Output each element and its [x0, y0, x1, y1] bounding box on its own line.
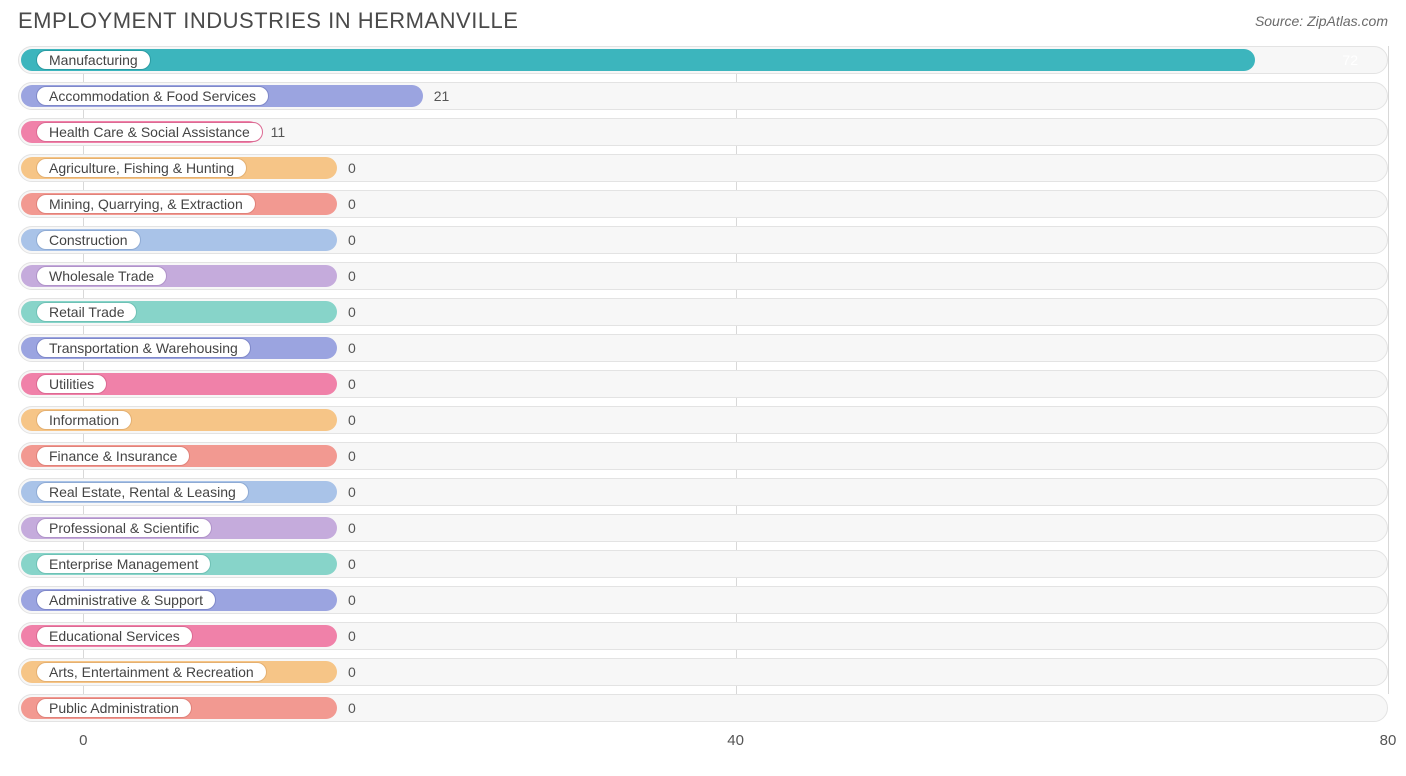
bar-label: Retail Trade — [36, 302, 137, 322]
bar-value: 0 — [348, 340, 356, 356]
bar-label: Health Care & Social Assistance — [36, 122, 263, 142]
bar-value: 0 — [348, 304, 356, 320]
x-axis-tick: 80 — [1380, 732, 1397, 749]
bar-row: Public Administration 0 — [18, 694, 1388, 722]
bar-label: Accommodation & Food Services — [36, 86, 269, 106]
bar-value: 0 — [348, 412, 356, 428]
bar-value: 0 — [348, 376, 356, 392]
bar-row: Information 0 — [18, 406, 1388, 434]
bar-row: Agriculture, Fishing & Hunting 0 — [18, 154, 1388, 182]
bar-row: Administrative & Support 0 — [18, 586, 1388, 614]
bar-row: Retail Trade 0 — [18, 298, 1388, 326]
bar-row: Real Estate, Rental & Leasing 0 — [18, 478, 1388, 506]
chart-area: Manufacturing 72 Accommodation & Food Serv… — [0, 38, 1406, 722]
bar-row: Transportation & Warehousing 0 — [18, 334, 1388, 362]
bar-value: 72 — [1342, 52, 1358, 68]
bar-label: Agriculture, Fishing & Hunting — [36, 158, 247, 178]
bar-label: Manufacturing — [36, 50, 151, 70]
bar-label: Finance & Insurance — [36, 446, 190, 466]
bar-row: Educational Services 0 — [18, 622, 1388, 650]
bar-row: Utilities 0 — [18, 370, 1388, 398]
bar-row: Professional & Scientific 0 — [18, 514, 1388, 542]
bar-value: 0 — [348, 592, 356, 608]
grid-line — [1388, 46, 1389, 694]
bar-label: Transportation & Warehousing — [36, 338, 251, 358]
bar-value: 21 — [434, 88, 450, 104]
chart-title: EMPLOYMENT INDUSTRIES IN HERMANVILLE — [18, 8, 518, 34]
bar-fill — [21, 49, 1255, 71]
chart-header: EMPLOYMENT INDUSTRIES IN HERMANVILLE Sou… — [0, 0, 1406, 38]
x-axis: 04080 — [18, 730, 1388, 754]
bar-label: Arts, Entertainment & Recreation — [36, 662, 267, 682]
bar-value: 0 — [348, 664, 356, 680]
bar-row: Finance & Insurance 0 — [18, 442, 1388, 470]
bar-value: 0 — [348, 196, 356, 212]
bar-label: Real Estate, Rental & Leasing — [36, 482, 249, 502]
x-axis-tick: 0 — [79, 732, 87, 749]
bar-label: Mining, Quarrying, & Extraction — [36, 194, 256, 214]
bar-label: Enterprise Management — [36, 554, 211, 574]
bar-row: Manufacturing 72 — [18, 46, 1388, 74]
bar-value: 0 — [348, 160, 356, 176]
bar-row: Enterprise Management 0 — [18, 550, 1388, 578]
chart-source: Source: ZipAtlas.com — [1255, 13, 1388, 29]
bar-value: 0 — [348, 628, 356, 644]
bar-row: Construction 0 — [18, 226, 1388, 254]
bar-value: 0 — [348, 448, 356, 464]
bar-label: Educational Services — [36, 626, 193, 646]
bar-value: 11 — [271, 124, 286, 140]
bar-value: 0 — [348, 484, 356, 500]
bar-label: Public Administration — [36, 698, 192, 718]
bar-value: 0 — [348, 700, 356, 716]
bars-container: Manufacturing 72 Accommodation & Food Serv… — [18, 46, 1388, 722]
bar-value: 0 — [348, 232, 356, 248]
bar-label: Information — [36, 410, 132, 430]
bar-label: Professional & Scientific — [36, 518, 212, 538]
bar-label: Administrative & Support — [36, 590, 216, 610]
bar-value: 0 — [348, 520, 356, 536]
bar-row: Health Care & Social Assistance 11 — [18, 118, 1388, 146]
bar-row: Accommodation & Food Services 21 — [18, 82, 1388, 110]
bar-label: Utilities — [36, 374, 107, 394]
bar-row: Arts, Entertainment & Recreation 0 — [18, 658, 1388, 686]
bar-row: Wholesale Trade 0 — [18, 262, 1388, 290]
x-axis-tick: 40 — [727, 732, 744, 749]
bar-label: Wholesale Trade — [36, 266, 167, 286]
bar-row: Mining, Quarrying, & Extraction 0 — [18, 190, 1388, 218]
bar-value: 0 — [348, 268, 356, 284]
bar-value: 0 — [348, 556, 356, 572]
bar-label: Construction — [36, 230, 141, 250]
